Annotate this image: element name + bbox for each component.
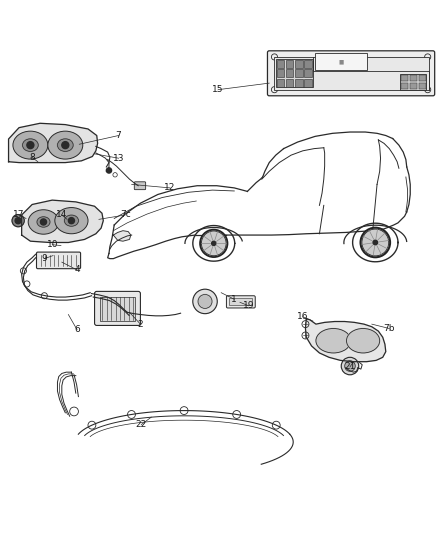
Circle shape — [212, 241, 216, 246]
Ellipse shape — [55, 207, 88, 234]
Circle shape — [62, 142, 69, 149]
FancyBboxPatch shape — [410, 75, 417, 81]
FancyBboxPatch shape — [419, 75, 426, 81]
FancyBboxPatch shape — [295, 60, 303, 68]
FancyBboxPatch shape — [401, 83, 408, 89]
Text: 19: 19 — [243, 301, 254, 310]
FancyBboxPatch shape — [268, 51, 434, 96]
Ellipse shape — [37, 217, 50, 227]
FancyBboxPatch shape — [304, 79, 312, 87]
Ellipse shape — [316, 328, 351, 353]
Text: 21: 21 — [344, 362, 356, 372]
FancyBboxPatch shape — [304, 60, 312, 68]
Text: 13: 13 — [113, 154, 124, 163]
Text: 22: 22 — [136, 420, 147, 429]
FancyBboxPatch shape — [410, 83, 417, 89]
Text: 7c: 7c — [120, 211, 131, 220]
Text: 12: 12 — [164, 183, 176, 192]
FancyBboxPatch shape — [295, 69, 303, 77]
Circle shape — [27, 142, 34, 149]
Ellipse shape — [48, 131, 83, 159]
Polygon shape — [305, 319, 386, 362]
Circle shape — [193, 289, 217, 313]
Polygon shape — [9, 123, 98, 163]
Circle shape — [201, 231, 226, 256]
FancyBboxPatch shape — [276, 59, 313, 87]
Circle shape — [199, 229, 228, 258]
FancyBboxPatch shape — [419, 83, 426, 89]
Circle shape — [15, 217, 21, 224]
Polygon shape — [21, 200, 103, 243]
FancyBboxPatch shape — [230, 298, 252, 305]
Ellipse shape — [22, 139, 38, 151]
Text: 2: 2 — [138, 320, 143, 329]
FancyBboxPatch shape — [295, 79, 303, 87]
FancyBboxPatch shape — [277, 69, 284, 77]
FancyBboxPatch shape — [277, 79, 284, 87]
Ellipse shape — [13, 131, 48, 159]
FancyBboxPatch shape — [274, 57, 428, 90]
Ellipse shape — [28, 210, 59, 234]
FancyBboxPatch shape — [401, 75, 408, 81]
FancyBboxPatch shape — [286, 69, 293, 77]
FancyBboxPatch shape — [286, 79, 293, 87]
Text: ■: ■ — [339, 59, 344, 64]
Text: 6: 6 — [74, 325, 80, 334]
Circle shape — [345, 361, 355, 372]
Text: 7: 7 — [116, 131, 121, 140]
FancyBboxPatch shape — [226, 296, 255, 308]
Circle shape — [373, 240, 378, 245]
Circle shape — [106, 168, 112, 173]
Circle shape — [40, 219, 46, 225]
Ellipse shape — [57, 139, 73, 151]
Text: 10: 10 — [46, 240, 58, 249]
Circle shape — [341, 357, 359, 375]
FancyBboxPatch shape — [304, 69, 312, 77]
Circle shape — [362, 229, 389, 256]
Text: 16: 16 — [297, 312, 309, 321]
FancyBboxPatch shape — [400, 74, 426, 90]
Circle shape — [360, 227, 391, 259]
Text: 8: 8 — [29, 153, 35, 162]
Text: 7b: 7b — [384, 324, 395, 333]
Text: 15: 15 — [212, 85, 224, 94]
Circle shape — [198, 294, 212, 309]
FancyBboxPatch shape — [100, 297, 135, 321]
FancyBboxPatch shape — [36, 252, 81, 269]
Text: 4: 4 — [74, 265, 80, 274]
FancyBboxPatch shape — [134, 182, 146, 190]
Circle shape — [12, 215, 24, 227]
Circle shape — [68, 217, 74, 224]
Text: 14: 14 — [56, 211, 67, 220]
Ellipse shape — [64, 215, 78, 226]
Text: 9: 9 — [42, 254, 47, 263]
FancyBboxPatch shape — [277, 60, 284, 68]
Ellipse shape — [346, 328, 380, 353]
FancyBboxPatch shape — [286, 60, 293, 68]
Text: 1: 1 — [231, 295, 237, 304]
FancyBboxPatch shape — [315, 53, 367, 70]
Text: 17: 17 — [13, 211, 25, 220]
Polygon shape — [113, 231, 131, 241]
FancyBboxPatch shape — [95, 292, 141, 326]
